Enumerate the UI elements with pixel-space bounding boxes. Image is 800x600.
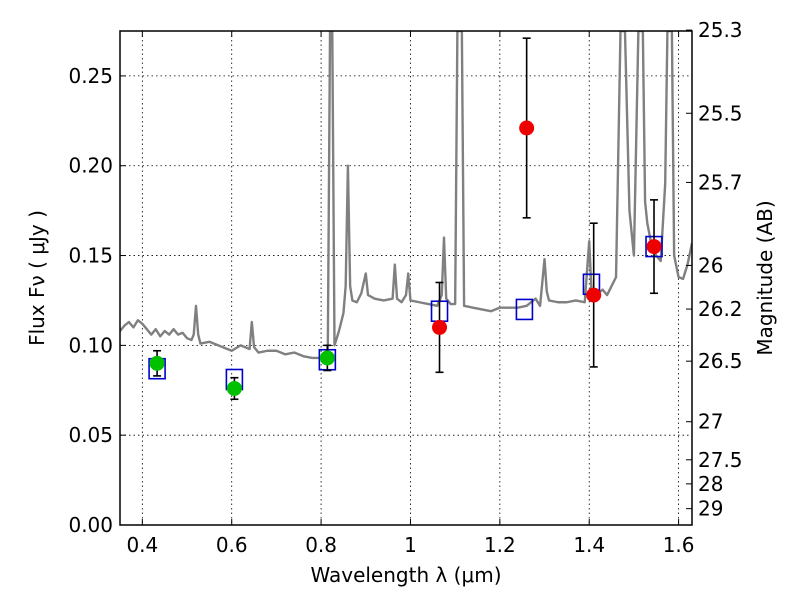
x-tick-label: 0.8 [305, 533, 337, 557]
data-point [519, 120, 535, 136]
series-layer [120, 31, 692, 401]
data-point [149, 355, 165, 371]
x-tick-label: 0.6 [216, 533, 248, 557]
data-point [646, 239, 662, 255]
y-axis-title: Flux Fν ( μJy ) [25, 210, 49, 346]
x-tick-label: 1.6 [663, 533, 695, 557]
x-tick-label: 1.2 [484, 533, 516, 557]
right-tick-label: 26.5 [698, 349, 743, 373]
plot-frame [119, 30, 693, 526]
right-tick-label: 26.2 [698, 297, 743, 321]
right-tick-label: 27 [698, 410, 723, 434]
y-tick-label: 0.05 [68, 423, 113, 447]
y-tick-label: 0.20 [68, 154, 113, 178]
tick-labels: 0.4 0.6 0.8 1 1.2 1.4 1.6 0.00 0.05 0.10 0.15 0.20 0… [68, 18, 742, 557]
y-tick-label: 0.10 [68, 333, 113, 357]
x-tick-label: 0.4 [126, 533, 158, 557]
y-tick-label: 0.00 [68, 513, 113, 537]
model-point [515, 298, 534, 321]
x-tick-label: 1.4 [573, 533, 605, 557]
data-point [226, 380, 242, 396]
data-point [319, 350, 335, 366]
right-tick-label: 25.3 [698, 18, 743, 42]
right-tick-label: 25.5 [698, 101, 743, 125]
data-point [432, 319, 448, 335]
x-tick-label: 1 [404, 533, 417, 557]
right-tick-label: 27.5 [698, 448, 743, 472]
right-tick-label: 25.7 [698, 170, 743, 194]
ticks [120, 29, 692, 526]
right-tick-label: 28 [698, 472, 723, 496]
right-tick-label: 26 [698, 253, 723, 277]
y-tick-label: 0.25 [68, 64, 113, 88]
x-axis-title: Wavelength λ (μm) [310, 563, 501, 587]
y-tick-label: 0.15 [68, 244, 113, 268]
right-tick-label: 29 [698, 497, 723, 521]
data-point [586, 287, 602, 303]
spectrum-line [120, 31, 692, 360]
y-axis-title-right: Magnitude (AB) [753, 200, 777, 355]
